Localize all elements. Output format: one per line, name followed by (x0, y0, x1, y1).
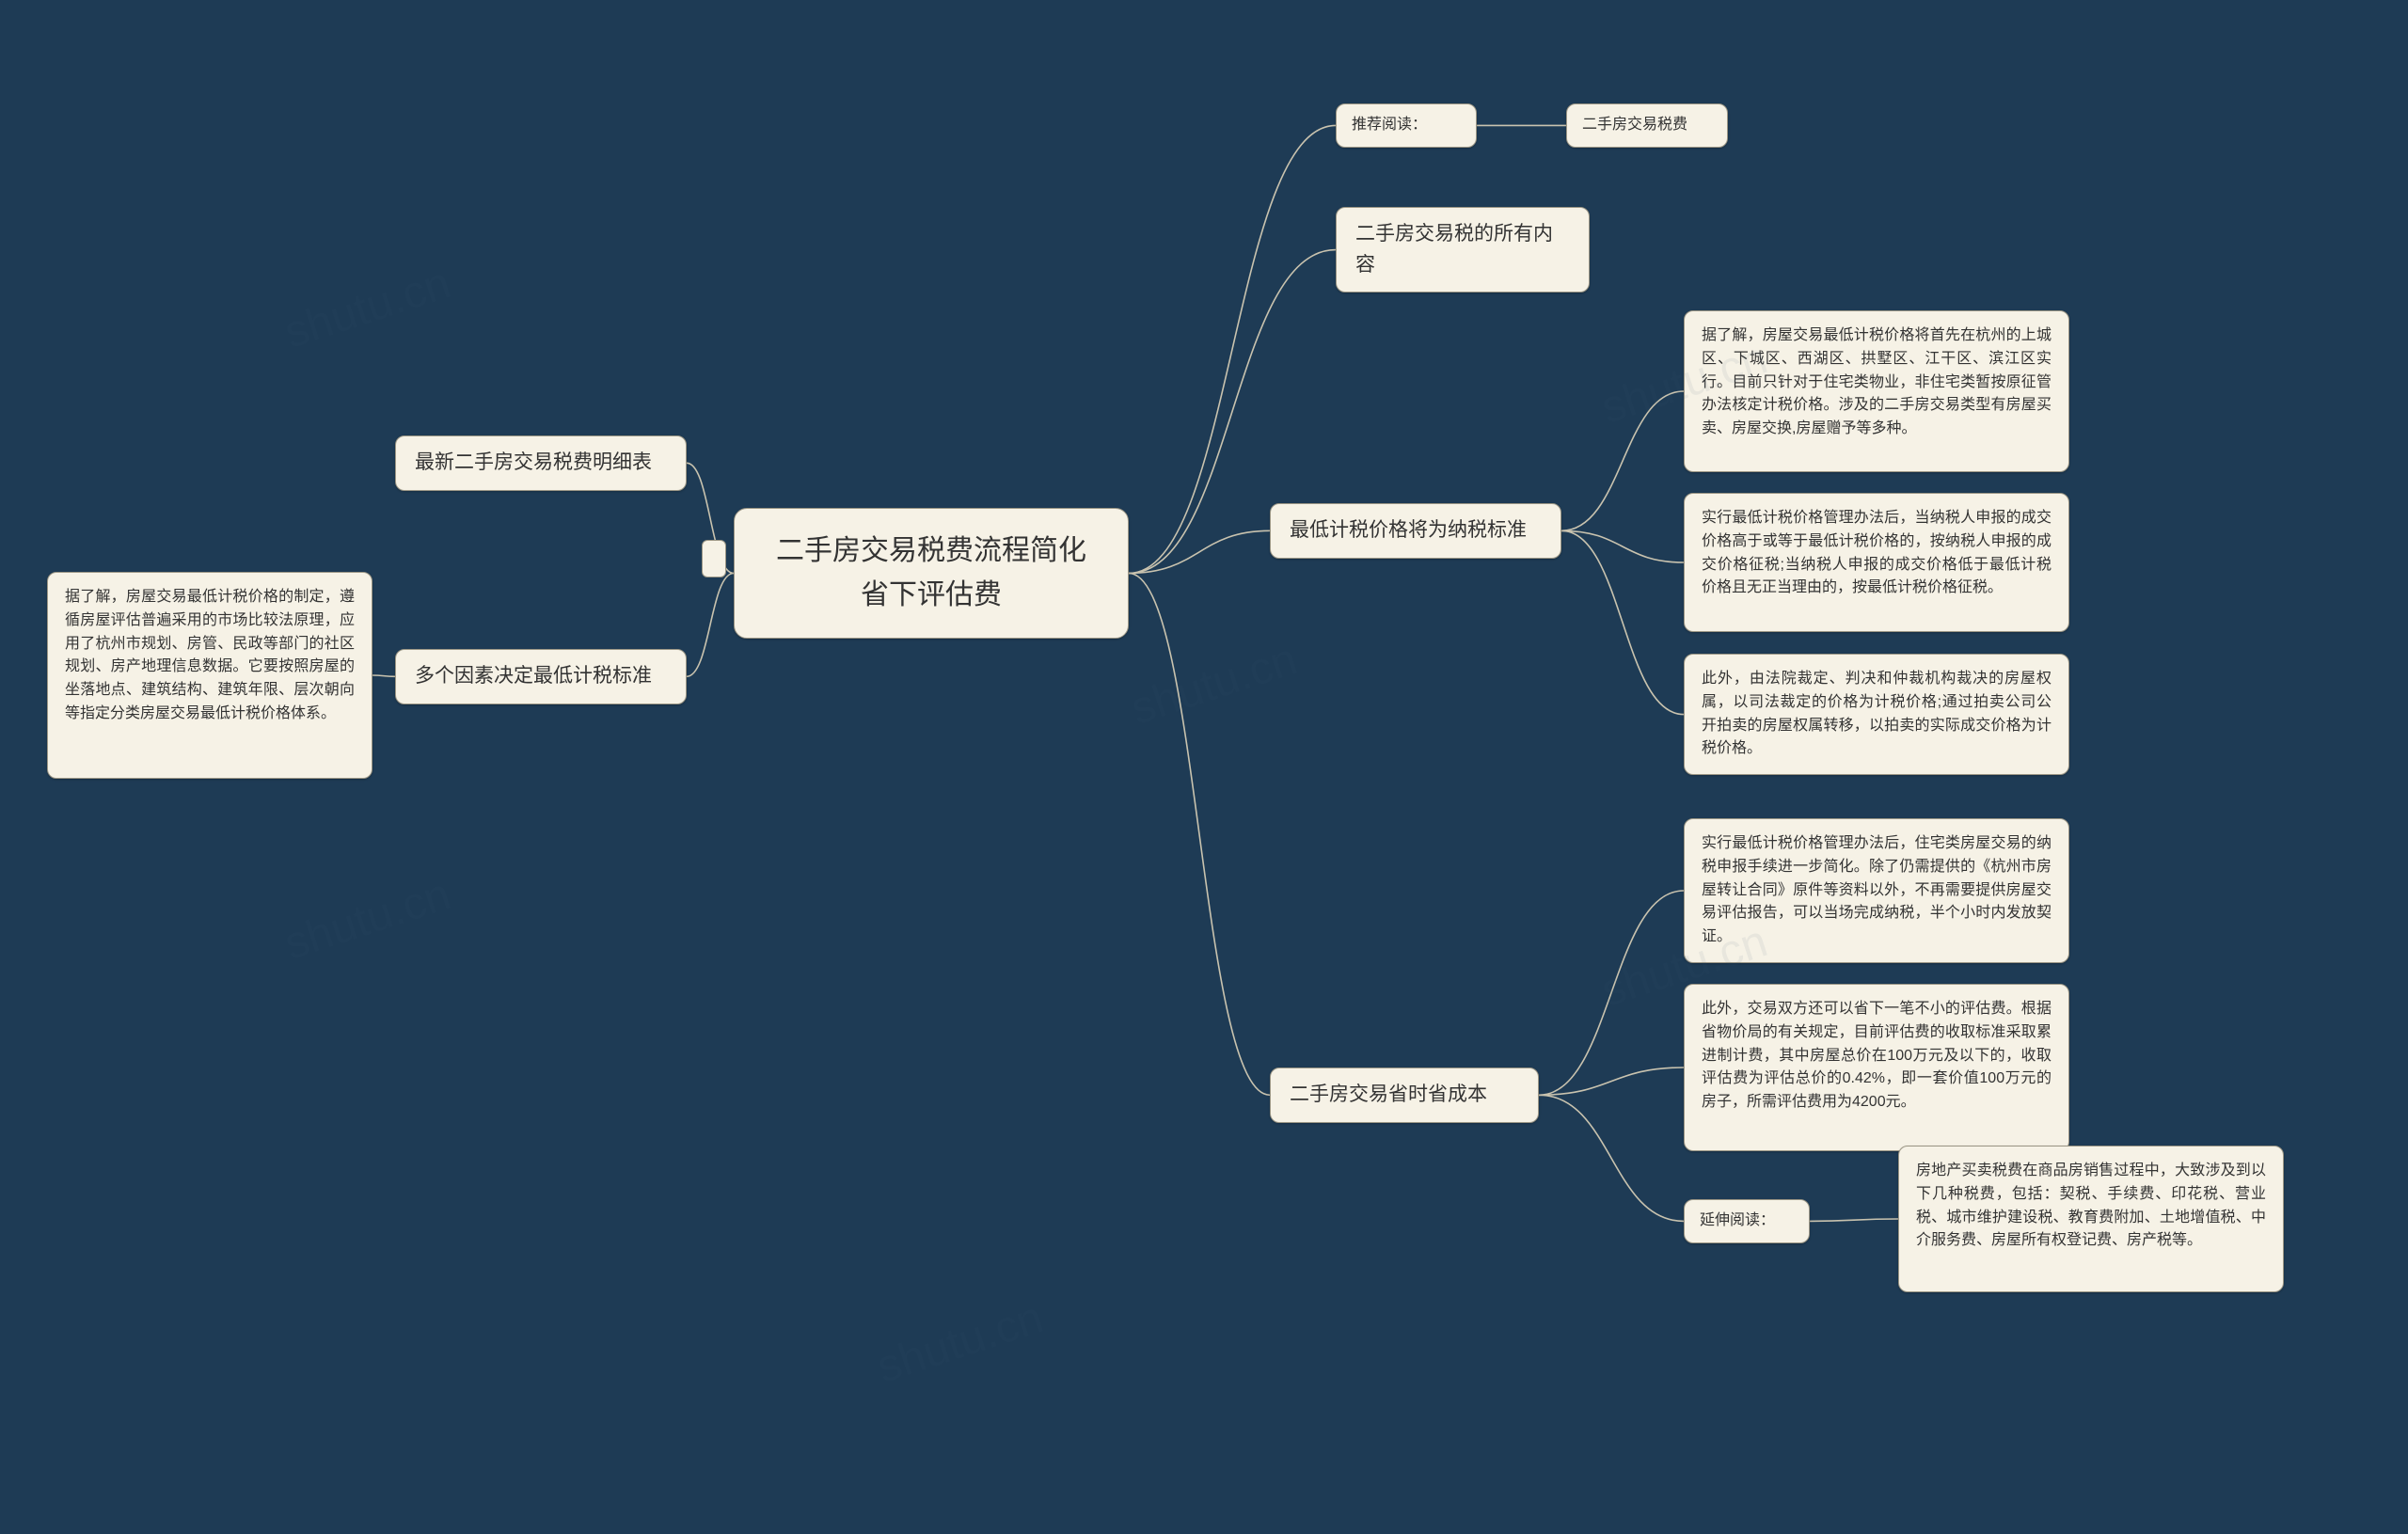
min-tax-detail-1: 据了解，房屋交易最低计税价格将首先在杭州的上城区、下城区、西湖区、拱墅区、江干区… (1684, 310, 2069, 472)
save-cost-detail-2: 此外，交易双方还可以省下一笔不小的评估费。根据省物价局的有关规定，目前评估费的收… (1684, 984, 2069, 1151)
min-tax-detail-2: 实行最低计税价格管理办法后，当纳税人申报的成交价格高于或等于最低计税价格的，按纳… (1684, 493, 2069, 632)
watermark: shutu.cn (1125, 633, 1304, 735)
mindmap-canvas: 二手房交易税费流程简化 省下评估费 最新二手房交易税费明细表 多个因素决定最低计… (0, 0, 2408, 1534)
right-branch-recommended-child[interactable]: 二手房交易税费 (1566, 103, 1728, 148)
right-branch-recommended[interactable]: 推荐阅读： (1336, 103, 1477, 148)
left-branch-latest-tax-table[interactable]: 最新二手房交易税费明细表 (395, 435, 687, 491)
collapse-handle[interactable] (702, 540, 726, 577)
watermark: shutu.cn (278, 868, 457, 970)
extended-reading-detail: 房地产买卖税费在商品房销售过程中，大致涉及到以下几种税费，包括：契税、手续费、印… (1898, 1146, 2284, 1292)
watermark: shutu.cn (278, 257, 457, 358)
left-branch-factors[interactable]: 多个因素决定最低计税标准 (395, 649, 687, 704)
extended-reading-label[interactable]: 延伸阅读： (1684, 1199, 1810, 1243)
right-branch-all-content[interactable]: 二手房交易税的所有内容 (1336, 207, 1590, 293)
min-tax-detail-3: 此外，由法院裁定、判决和仲裁机构裁决的房屋权属，以司法裁定的价格为计税价格;通过… (1684, 654, 2069, 775)
root-line2: 省下评估费 (861, 579, 1002, 610)
root-node[interactable]: 二手房交易税费流程简化 省下评估费 (734, 508, 1129, 639)
left-branch-factors-detail: 据了解，房屋交易最低计税价格的制定，遵循房屋评估普遍采用的市场比较法原理，应用了… (47, 572, 372, 779)
root-line1: 二手房交易税费流程简化 (776, 535, 1086, 566)
watermark: shutu.cn (871, 1291, 1050, 1393)
right-branch-min-tax-standard[interactable]: 最低计税价格将为纳税标准 (1270, 503, 1561, 559)
save-cost-detail-1: 实行最低计税价格管理办法后，住宅类房屋交易的纳税申报手续进一步简化。除了仍需提供… (1684, 818, 2069, 963)
right-branch-save-time-cost[interactable]: 二手房交易省时省成本 (1270, 1067, 1539, 1123)
